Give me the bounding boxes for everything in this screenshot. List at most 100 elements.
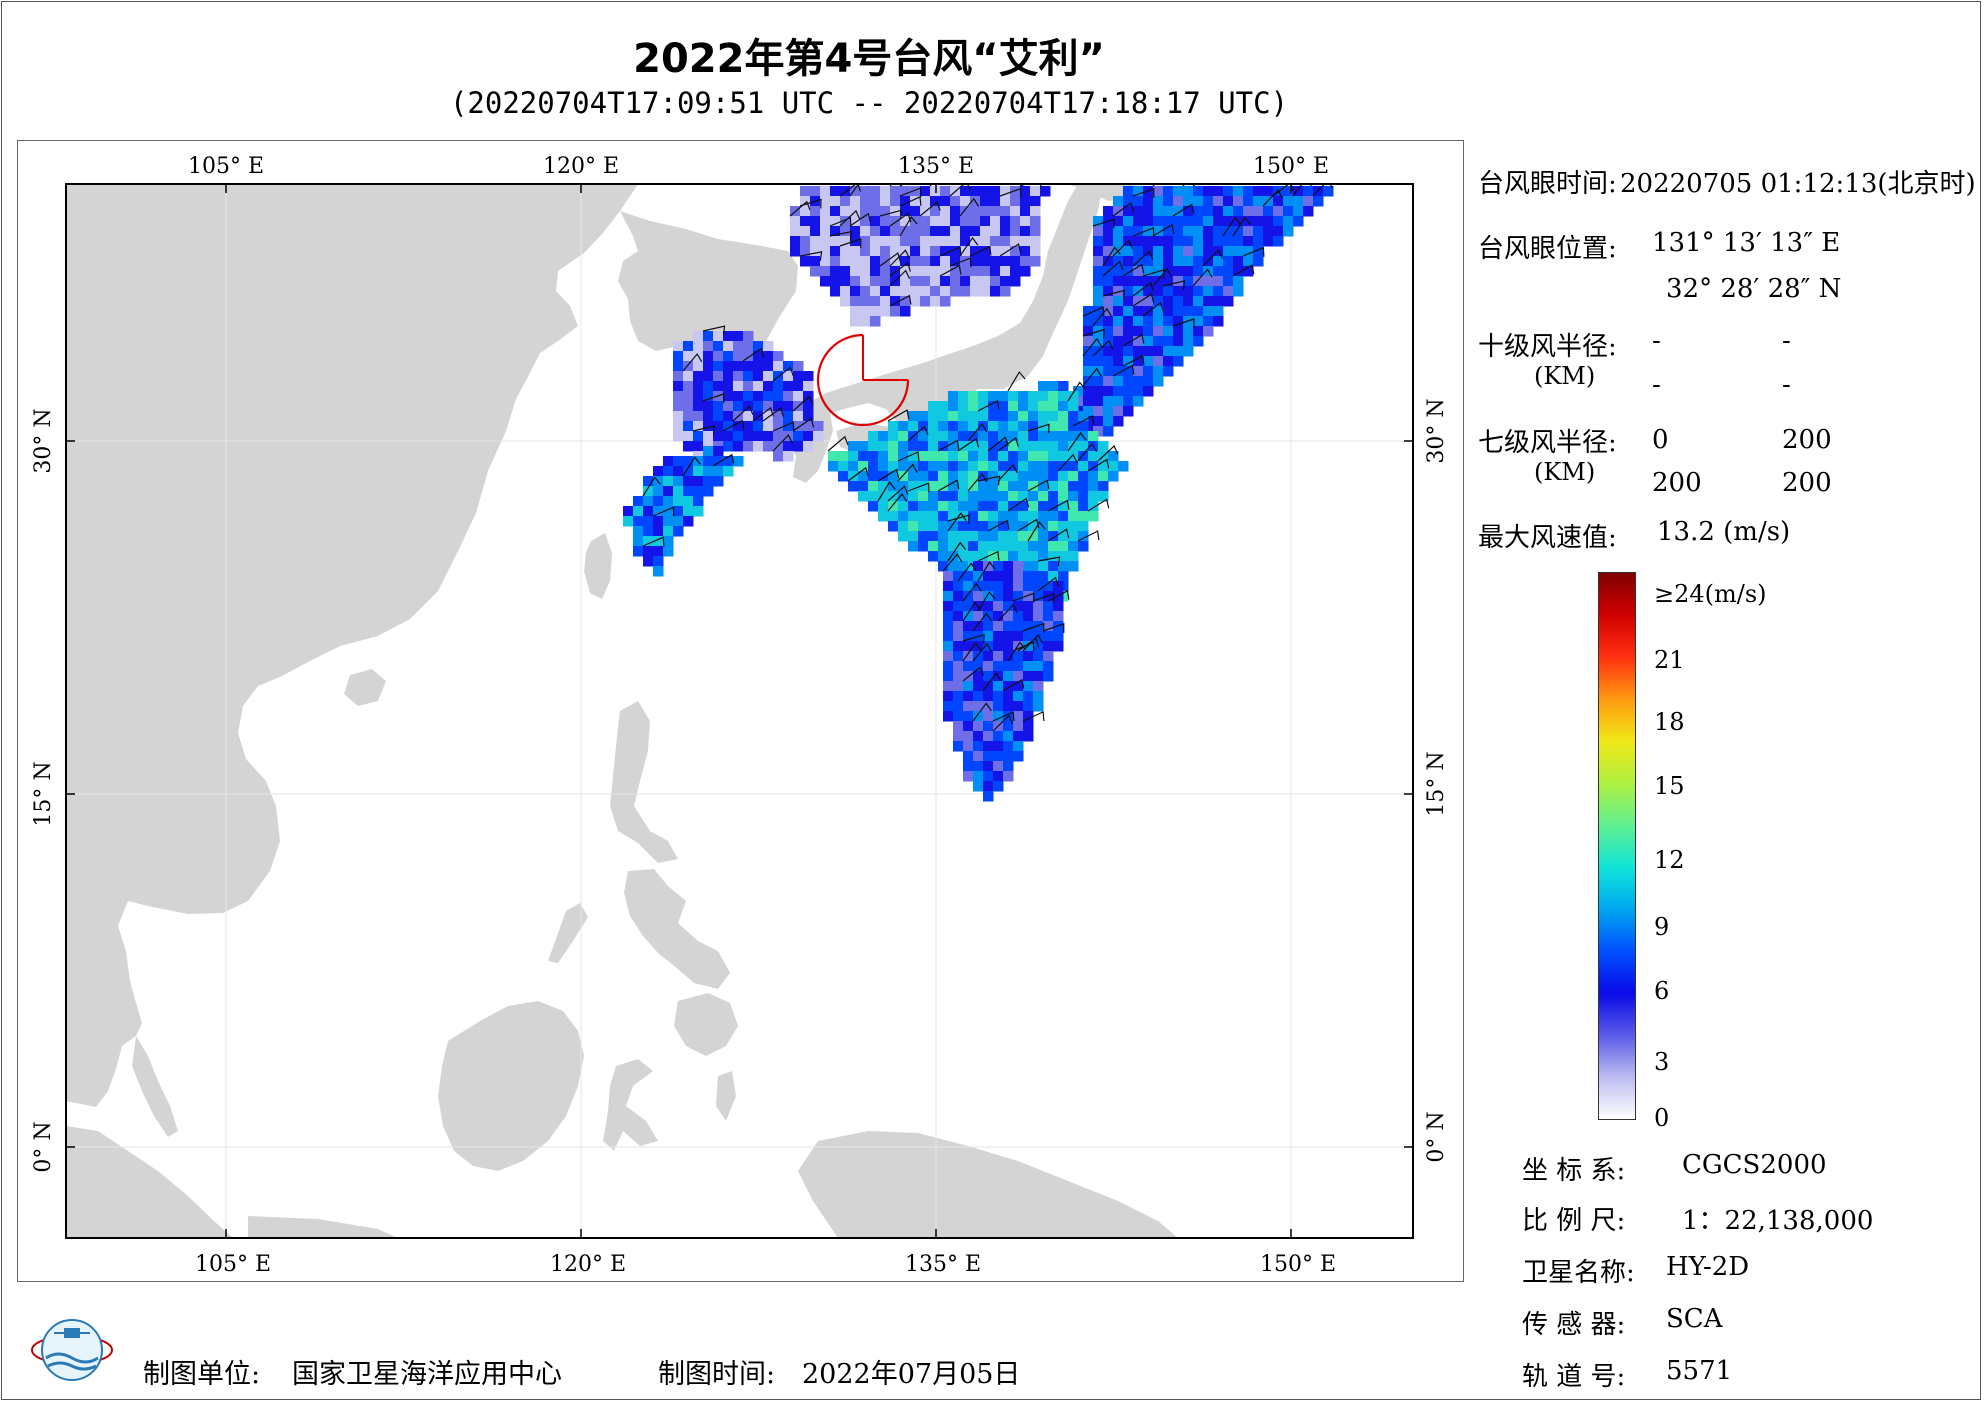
swath-cell	[983, 601, 994, 612]
swath-cell	[953, 641, 964, 652]
swath-cell	[963, 701, 974, 712]
swath-cell	[1098, 471, 1109, 482]
wind-barb	[889, 294, 912, 307]
swath-cell	[643, 476, 654, 487]
swath-cell	[870, 276, 881, 287]
swath-cell	[950, 286, 961, 297]
swath-cell	[1048, 531, 1059, 542]
swath-cell	[993, 691, 1004, 702]
swath-cell	[1033, 701, 1044, 712]
wind-barb	[949, 184, 971, 197]
swath-cell	[663, 496, 674, 507]
swath-cell	[1028, 551, 1039, 562]
swath-cell	[1103, 396, 1114, 407]
swath-cell	[968, 521, 979, 532]
swath-cell	[988, 531, 999, 542]
swath-cell	[958, 451, 969, 462]
swath-cell	[938, 461, 949, 472]
swath-cell	[810, 206, 821, 217]
swath-cell	[1113, 306, 1124, 317]
swath-cell	[810, 266, 821, 277]
swath-cell	[983, 731, 994, 742]
wind-barb	[899, 216, 918, 237]
swath-cell	[840, 236, 851, 247]
swath-cell	[1163, 236, 1174, 247]
swath-cell	[1023, 651, 1034, 662]
swath-cell	[643, 486, 654, 497]
swath-cell	[1048, 441, 1059, 452]
swath-cell	[813, 431, 824, 442]
wind-barb	[947, 541, 967, 562]
swath-cell	[1038, 411, 1049, 422]
swath-cell	[1243, 196, 1254, 207]
swath-cell	[860, 226, 871, 237]
swath-cell	[783, 451, 794, 462]
wind-barb	[1242, 246, 1265, 257]
swath-cell	[783, 381, 794, 392]
swath-cell	[1193, 296, 1204, 307]
swath-cell	[960, 196, 971, 207]
swath-cell	[763, 421, 774, 432]
swath-cell	[890, 246, 901, 257]
swath-cell	[963, 731, 974, 742]
wind-barb	[992, 711, 1015, 722]
swath-cell	[1053, 631, 1064, 642]
swath-cell	[828, 461, 839, 472]
swath-cell	[1083, 396, 1094, 407]
swath-cell	[1143, 266, 1154, 277]
swath-cell	[963, 571, 974, 582]
swath-cell	[1088, 471, 1099, 482]
swath-cell	[633, 506, 644, 517]
swath-cell	[810, 236, 821, 247]
wind-barb	[1012, 592, 1035, 603]
swath-cell	[1103, 226, 1114, 237]
swath-cell	[693, 431, 704, 442]
swath-cell	[810, 186, 821, 197]
map-canvas[interactable]: 105° E 120° E 135° E 150° E 105° E 120° …	[18, 141, 1465, 1283]
swath-cell	[918, 511, 929, 522]
swath-cell	[860, 296, 871, 307]
swath-cell	[1173, 196, 1184, 207]
swath-cell	[948, 431, 959, 442]
swath-cell	[938, 441, 949, 452]
swath-cell	[910, 246, 921, 257]
swath-cell	[1068, 551, 1079, 562]
swath-cell	[1123, 316, 1134, 327]
swath-cell	[868, 431, 879, 442]
swath-cell	[763, 391, 774, 402]
wind-barb	[702, 325, 726, 336]
swath-cell	[940, 196, 951, 207]
swath-cell	[860, 196, 871, 207]
swath-cell	[1133, 356, 1144, 367]
swath-cell	[870, 286, 881, 297]
swath-cell	[1078, 441, 1089, 452]
swath-cell	[1143, 306, 1154, 317]
swath-cell	[1173, 186, 1184, 197]
org-label: 制图单位:	[143, 1359, 261, 1390]
map-panel[interactable]: 105° E 120° E 135° E 150° E 105° E 120° …	[17, 140, 1464, 1282]
swath-cell	[973, 561, 984, 572]
swath-cell	[993, 651, 1004, 662]
swath-cell	[973, 701, 984, 712]
swath-cell	[753, 391, 764, 402]
swath-cell	[1048, 551, 1059, 562]
swath-cell	[1103, 236, 1114, 247]
wind-barb	[652, 506, 675, 517]
r10-value-2: -	[1782, 326, 1791, 356]
swath-cell	[693, 486, 704, 497]
swath-cell	[1153, 256, 1164, 267]
swath-cell	[723, 411, 734, 422]
swath-cell	[1103, 286, 1114, 297]
swath-cell	[878, 441, 889, 452]
swath-cell	[683, 371, 694, 382]
wind-barb	[847, 466, 869, 482]
swath-cell	[918, 451, 929, 462]
swath-cell	[963, 771, 974, 782]
swath-cell	[968, 531, 979, 542]
swath-cell	[1018, 541, 1029, 552]
swath-cell	[990, 246, 1001, 257]
wind-barb	[957, 562, 977, 582]
swath-cell	[1133, 286, 1144, 297]
swath-cell	[990, 196, 1001, 207]
swath-cell	[1173, 256, 1184, 267]
